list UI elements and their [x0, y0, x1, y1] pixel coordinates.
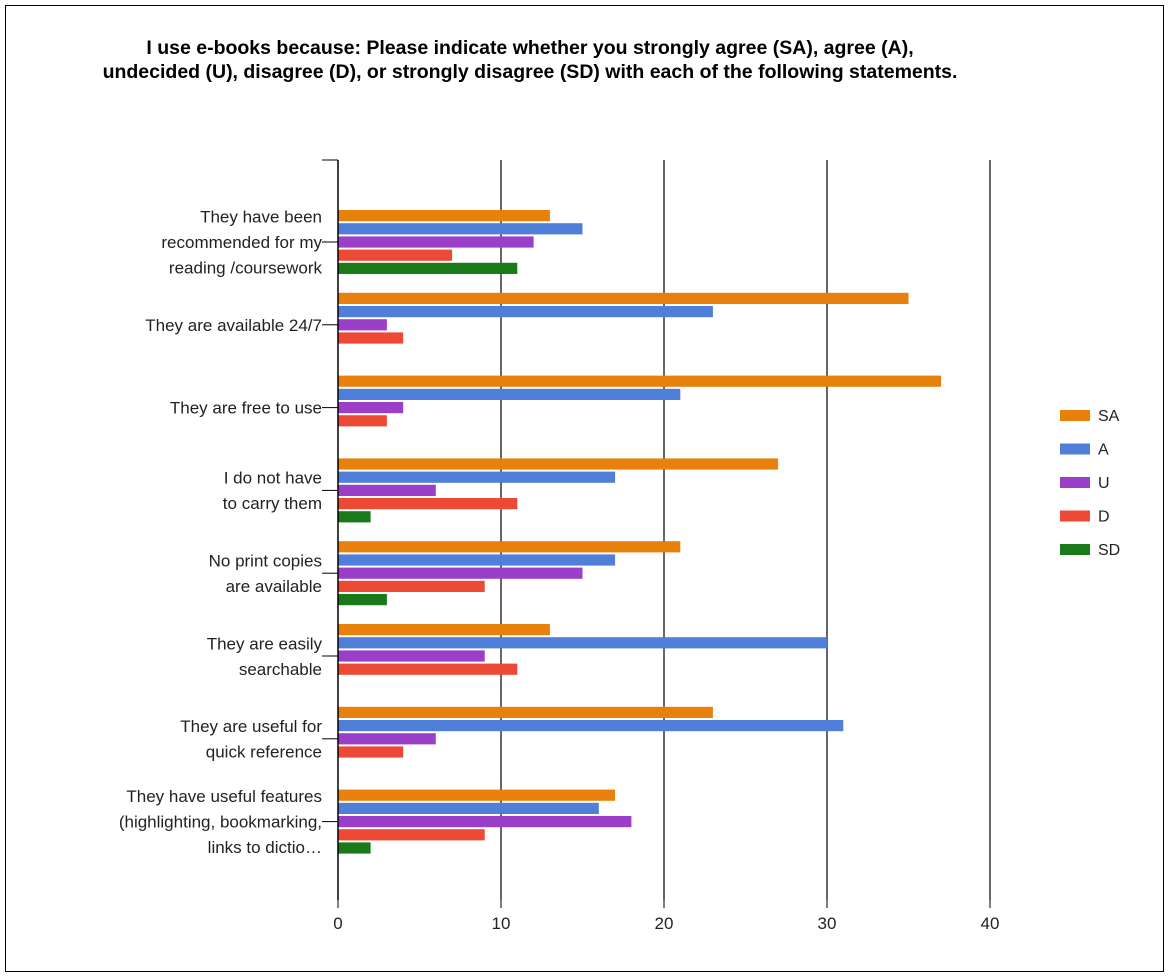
- legend-label: U: [1098, 475, 1110, 492]
- bar: [338, 567, 583, 579]
- bar: [338, 471, 616, 483]
- category-label: They have been: [200, 208, 322, 227]
- bar: [338, 802, 599, 814]
- bar: [338, 580, 485, 592]
- bar: [338, 458, 779, 470]
- x-tick-label: 0: [333, 914, 342, 933]
- bar: [338, 306, 713, 318]
- category-label: I do not have: [224, 469, 322, 488]
- bar: [338, 733, 436, 745]
- bar: [338, 554, 616, 566]
- category-label: They are available 24/7: [145, 316, 322, 335]
- bar: [338, 388, 681, 400]
- bar: [338, 319, 387, 331]
- category-label: are available: [226, 577, 322, 596]
- bar: [338, 292, 909, 304]
- legend-label: A: [1098, 442, 1109, 459]
- bar: [338, 332, 404, 344]
- bar: [338, 650, 485, 662]
- bar: [338, 720, 844, 732]
- bar: [338, 223, 583, 235]
- bar: [338, 484, 436, 496]
- x-tick-label: 30: [818, 914, 837, 933]
- x-tick-label: 40: [981, 914, 1000, 933]
- bar: [338, 637, 827, 649]
- category-label: They have useful features: [126, 787, 322, 806]
- bar: [338, 511, 371, 523]
- category-label: reading /coursework: [169, 259, 323, 278]
- bar: [338, 663, 518, 675]
- bar: [338, 210, 550, 222]
- bar: [338, 829, 485, 841]
- category-label: recommended for my: [161, 233, 322, 252]
- bar: [338, 789, 616, 801]
- category-label: (highlighting, bookmarking,: [119, 813, 322, 832]
- bar: [338, 375, 942, 387]
- category-label: They are useful for: [180, 717, 322, 736]
- bar: [338, 706, 713, 718]
- bar: [338, 402, 404, 414]
- bar: [338, 415, 387, 427]
- category-label: quick reference: [206, 743, 322, 762]
- legend-label: SA: [1098, 408, 1120, 425]
- bar: [338, 624, 550, 636]
- bar: [338, 262, 518, 274]
- bar: [338, 594, 387, 606]
- legend-swatch: [1060, 443, 1090, 455]
- chart-title: I use e-books because: Please indicate w…: [102, 37, 958, 83]
- legend-swatch: [1060, 544, 1090, 555]
- bar: [338, 498, 518, 510]
- legend-swatch: [1060, 410, 1090, 421]
- legend-label: SD: [1098, 542, 1120, 559]
- category-label: to carry them: [223, 494, 322, 513]
- x-tick-label: 20: [655, 914, 674, 933]
- bar: [338, 842, 371, 854]
- category-label: searchable: [239, 660, 322, 679]
- category-label: No print copies: [209, 551, 322, 570]
- x-tick-label: 10: [492, 914, 511, 933]
- bar: [338, 541, 681, 553]
- legend-swatch: [1060, 477, 1090, 488]
- category-label: links to dictio…: [208, 838, 322, 857]
- bar: [338, 746, 404, 758]
- bar: [338, 816, 632, 828]
- bar: [338, 236, 534, 248]
- legend-label: D: [1098, 509, 1110, 526]
- category-label: They are easily: [207, 634, 323, 653]
- category-label: They are free to use: [170, 399, 322, 418]
- bar: [338, 249, 453, 261]
- legend-swatch: [1060, 510, 1090, 522]
